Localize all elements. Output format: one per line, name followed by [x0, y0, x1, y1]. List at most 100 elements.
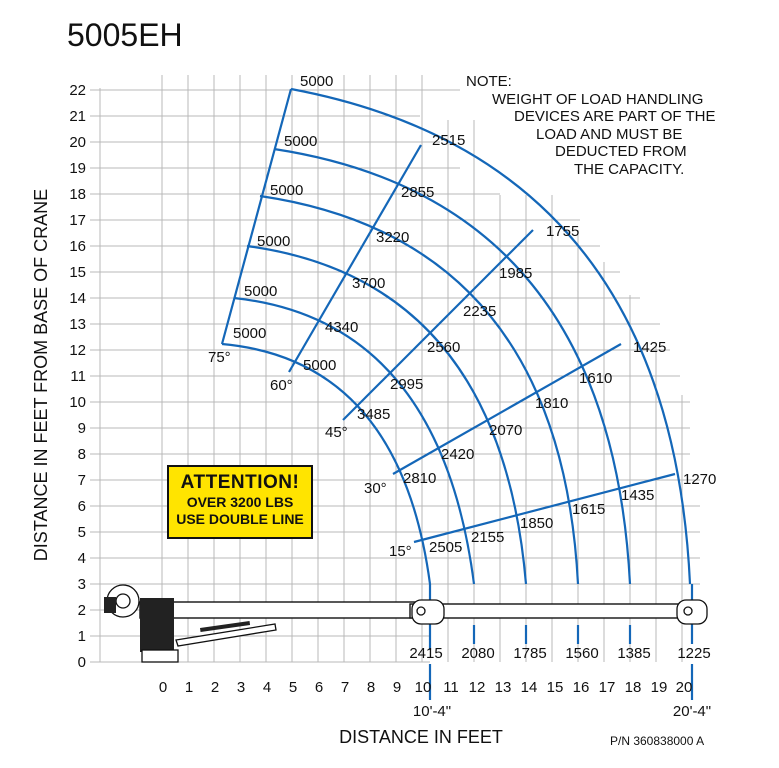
x-tick: 13 [495, 679, 512, 696]
x-tick: 19 [651, 679, 668, 696]
angle-label-15: 15° [389, 543, 412, 560]
sheave-1 [416, 606, 426, 616]
y-tick: 17 [69, 212, 86, 229]
y-tick: 12 [69, 342, 86, 359]
capacity-label: 2070 [489, 422, 522, 439]
angle-label-30: 30° [364, 480, 387, 497]
lift-cylinder [175, 623, 277, 647]
capacity-labels-45: 3485 2995 2560 2235 1985 1755 [357, 223, 579, 423]
capacity-label: 2080 [461, 645, 494, 662]
capacity-labels-15: 2505 2155 1850 1615 1435 1270 [429, 471, 716, 556]
capacity-label: 2235 [463, 303, 496, 320]
note-line: THE CAPACITY. [574, 160, 685, 178]
y-tick: 6 [78, 498, 86, 515]
x-tick: 15 [547, 679, 564, 696]
y-tick: 7 [78, 472, 86, 489]
y-tick: 10 [69, 394, 86, 411]
note-line: NOTE: [466, 73, 512, 90]
y-tick: 1 [78, 628, 86, 645]
capacity-label: 5000 [303, 357, 336, 374]
mast [140, 598, 174, 652]
crane-illustration [104, 584, 708, 663]
note-box: NOTE: WEIGHT OF LOAD HANDLING DEVICES AR… [466, 73, 766, 178]
y-tick: 9 [78, 420, 86, 437]
x-tick: 16 [573, 679, 590, 696]
page-title: 5005EH [67, 17, 183, 53]
capacity-label: 5000 [244, 283, 277, 300]
capacity-label: 2810 [403, 470, 436, 487]
attention-line-2: USE DOUBLE LINE [176, 511, 304, 527]
x-tick: 14 [521, 679, 538, 696]
angle-label-45: 45° [325, 424, 348, 441]
capacity-label: 3220 [376, 229, 409, 246]
y-tick: 3 [78, 576, 86, 593]
y-tick: 15 [69, 264, 86, 281]
capacity-label: 2995 [390, 376, 423, 393]
arc-1 [221, 342, 432, 585]
x-tick: 7 [341, 679, 349, 696]
boom-tip-1 [411, 599, 445, 625]
arc-6 [290, 87, 692, 585]
capacity-label: 1755 [546, 223, 579, 240]
x-tick: 2 [211, 679, 219, 696]
ray-75 [220, 88, 293, 345]
angle-label-75: 75° [208, 349, 231, 366]
angle-labels: 75° 60° 45° 30° 15° [208, 349, 412, 560]
capacity-label: 2515 [432, 132, 465, 149]
capacity-label: 1985 [499, 265, 532, 282]
capacity-label: 5000 [300, 73, 333, 90]
note-line: LOAD AND MUST BE [536, 125, 683, 143]
capacity-label: 5000 [257, 233, 290, 250]
capacity-label: 2415 [409, 645, 442, 662]
x-tick: 17 [599, 679, 616, 696]
winch-motor [104, 597, 116, 613]
boom-inner [139, 601, 423, 619]
y-tick: 21 [69, 108, 86, 125]
x-tick: 5 [289, 679, 297, 696]
x-tick: 9 [393, 679, 401, 696]
arc-3 [246, 244, 528, 585]
angle-label-60: 60° [270, 377, 293, 394]
y-tick: 20 [69, 134, 86, 151]
sheave-2 [683, 606, 693, 616]
x-tick: 1 [185, 679, 193, 696]
x-tick: 4 [263, 679, 271, 696]
x-tick: 11 [443, 679, 459, 696]
y-tick: 4 [78, 550, 86, 567]
winch-hub [115, 593, 131, 609]
capacity-label: 3700 [352, 275, 385, 292]
attention-heading: ATTENTION! [180, 472, 300, 493]
x-axis-title: DISTANCE IN FEET [339, 727, 503, 747]
y-tick: 18 [69, 186, 86, 203]
y-tick-labels: 0 1 2 3 4 5 6 7 8 9 10 11 12 13 14 15 16… [69, 82, 86, 671]
capacity-label: 1810 [535, 395, 568, 412]
x-tick: 10 [415, 679, 432, 696]
capacity-label: 1615 [572, 501, 605, 518]
capacity-label: 4340 [325, 319, 358, 336]
y-tick: 13 [69, 316, 86, 333]
x-tick: 12 [469, 679, 486, 696]
capacity-labels-60: 5000 4340 3700 3220 2855 2515 [303, 132, 465, 374]
capacity-label: 5000 [233, 325, 266, 342]
capacity-label: 1270 [683, 471, 716, 488]
x-tick: 6 [315, 679, 323, 696]
y-tick: 5 [78, 524, 86, 541]
capacity-label: 2505 [429, 539, 462, 556]
x-tick: 0 [159, 679, 167, 696]
capacity-label: 5000 [284, 133, 317, 150]
y-tick: 2 [78, 602, 86, 619]
y-tick: 14 [69, 290, 86, 307]
capacity-labels-75: 5000 5000 5000 5000 5000 5000 [233, 73, 333, 342]
arc-5 [273, 147, 632, 585]
y-tick: 11 [70, 368, 86, 385]
capacity-label: 2155 [471, 529, 504, 546]
capacity-label: 2855 [401, 184, 434, 201]
capacity-label: 1435 [621, 487, 654, 504]
capacity-label: 5000 [270, 182, 303, 199]
boom-length-label: 10'-4" [413, 703, 451, 720]
x-tick-labels: 0 1 2 3 4 5 6 7 8 9 10 11 12 13 14 15 16… [159, 679, 693, 696]
note-line: DEVICES ARE PART OF THE [514, 108, 716, 125]
part-number: P/N 360838000 A [610, 734, 704, 748]
capacity-label: 1785 [513, 645, 546, 662]
angle-rays [220, 88, 676, 544]
